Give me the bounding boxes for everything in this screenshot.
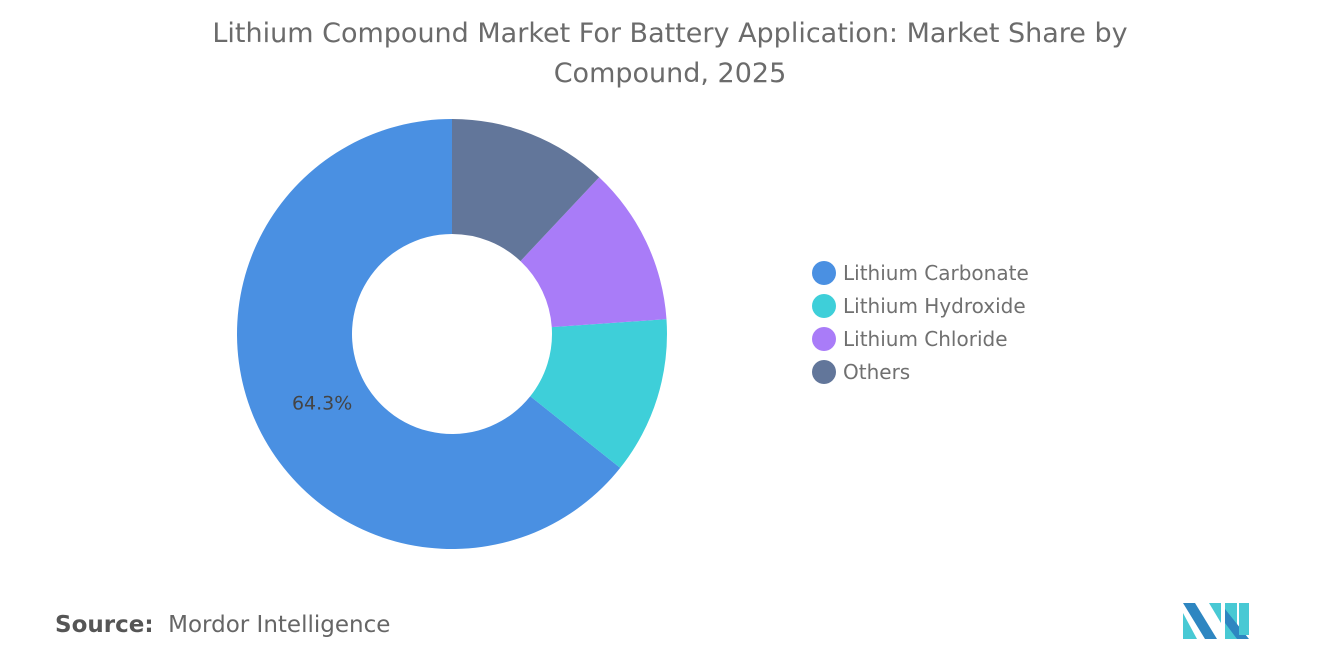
source-note: Source: Mordor Intelligence xyxy=(55,612,390,638)
chart-title: Lithium Compound Market For Battery Appl… xyxy=(212,18,1128,89)
slice-lithium-chloride xyxy=(520,177,667,328)
legend-item: Lithium Chloride xyxy=(812,322,1029,355)
legend-swatch xyxy=(812,293,836,318)
legend: Lithium Carbonate Lithium Hydroxide Lithiu… xyxy=(812,256,1029,388)
legend-label: Lithium Chloride xyxy=(843,326,1008,351)
legend-swatch xyxy=(812,260,836,285)
legend-item: Lithium Hydroxide xyxy=(812,289,1029,322)
legend-label: Others xyxy=(843,359,911,384)
slice-lithium-hydroxide xyxy=(530,319,667,468)
legend-swatch xyxy=(812,326,836,351)
mordor-intelligence-logo xyxy=(1183,603,1249,639)
data-label: 64.3% xyxy=(292,392,352,414)
legend-swatch xyxy=(812,359,836,384)
source-label: Source: xyxy=(55,612,154,638)
legend-item: Others xyxy=(812,355,1029,388)
slice-lithium-carbonate xyxy=(237,119,621,549)
slice-others xyxy=(452,119,600,262)
legend-label: Lithium Hydroxide xyxy=(843,293,1026,318)
source-value: Mordor Intelligence xyxy=(168,612,391,638)
legend-label: Lithium Carbonate xyxy=(843,260,1029,285)
legend-item: Lithium Carbonate xyxy=(812,256,1029,289)
